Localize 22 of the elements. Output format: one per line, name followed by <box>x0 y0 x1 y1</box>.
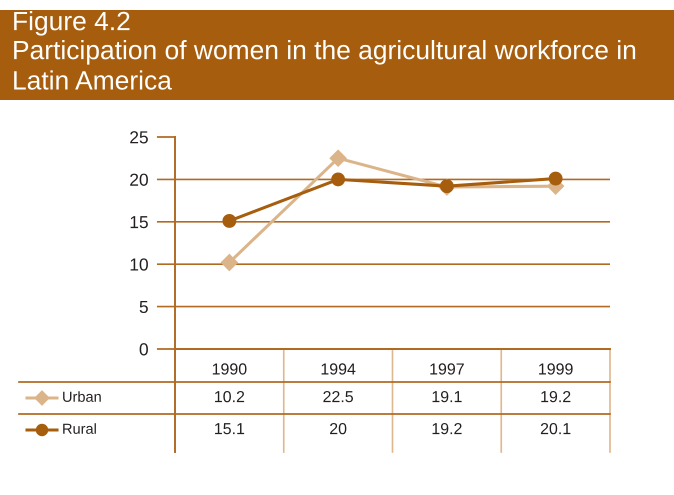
y-tick-label: 5 <box>140 300 148 314</box>
x-tick-label: 1990 <box>212 363 247 375</box>
data-label: 10.2 <box>215 390 244 402</box>
data-label: 19.2 <box>432 422 462 434</box>
y-tick-label: 0 <box>140 343 148 356</box>
chart-title: Figure 4.2 <box>14 11 130 36</box>
data-label: 19.1 <box>432 390 462 402</box>
x-tick-label: 1999 <box>539 363 573 375</box>
legend-label: Urban <box>63 391 101 402</box>
y-tick-label: 15 <box>130 216 148 228</box>
chart-subtitle: Participation of women in the agricultural workforce in Latin America <box>14 40 636 90</box>
data-label: 20 <box>330 422 346 434</box>
x-tick-label: 1994 <box>322 363 356 375</box>
y-tick-label: 20 <box>130 174 148 186</box>
data-label: 22.5 <box>323 390 353 402</box>
data-label: 15.1 <box>215 423 244 434</box>
data-label: 20.1 <box>540 422 570 434</box>
y-tick-label: 25 <box>130 131 148 144</box>
x-tick-label: 1997 <box>430 363 464 375</box>
data-label: 19.2 <box>541 390 570 402</box>
y-tick-label: 10 <box>130 258 148 271</box>
legend-label: Rural <box>63 423 96 434</box>
